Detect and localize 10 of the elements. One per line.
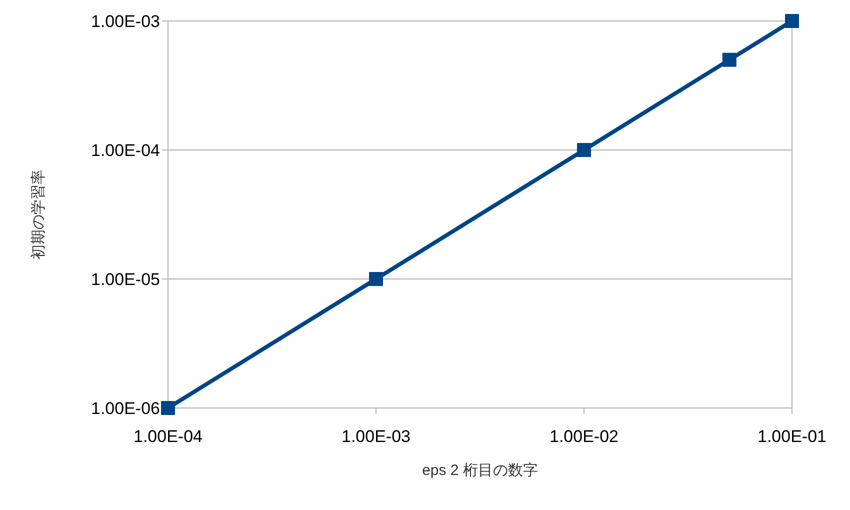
x-tick-label: 1.00E-01 [758, 427, 826, 446]
y-tick-label: 1.00E-06 [91, 399, 160, 418]
y-tick-label: 1.00E-05 [91, 270, 160, 289]
x-tick-label: 1.00E-02 [550, 427, 618, 446]
y-axis-title: 初期の学習率 [30, 170, 47, 260]
x-axis-title: eps 2 桁目の数字 [422, 462, 538, 479]
x-tick-label: 1.00E-03 [342, 427, 410, 446]
y-tick-label: 1.00E-04 [91, 141, 160, 160]
y-tick-label: 1.00E-03 [91, 12, 160, 31]
x-tick-label: 1.00E-04 [134, 427, 202, 446]
